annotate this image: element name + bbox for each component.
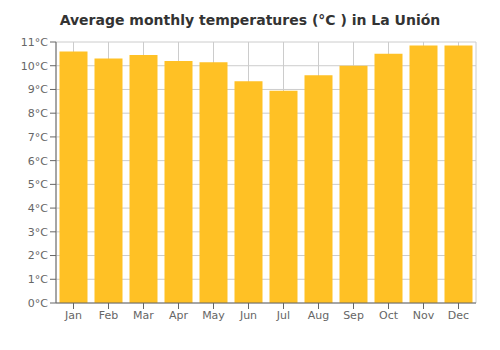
svg-text:Jan: Jan bbox=[64, 309, 82, 322]
svg-text:Jun: Jun bbox=[239, 309, 257, 322]
svg-text:6°C: 6°C bbox=[28, 155, 48, 168]
svg-text:Nov: Nov bbox=[413, 309, 435, 322]
svg-text:5°C: 5°C bbox=[28, 178, 48, 191]
svg-text:Oct: Oct bbox=[379, 309, 399, 322]
svg-text:Apr: Apr bbox=[169, 309, 189, 322]
html-text:Average monthly temperatures (: Average monthly temperatures (°C ) in La… bbox=[59, 12, 441, 28]
svg-text:3°C: 3°C bbox=[28, 226, 48, 239]
svg-text:Aug: Aug bbox=[308, 309, 329, 322]
svg-text:Feb: Feb bbox=[99, 309, 118, 322]
svg-text:4°C: 4°C bbox=[28, 202, 48, 215]
svg-text:Mar: Mar bbox=[133, 309, 154, 322]
svg-text:Dec: Dec bbox=[448, 309, 469, 322]
svg-text:11°C: 11°C bbox=[21, 36, 48, 49]
svg-text:10°C: 10°C bbox=[21, 60, 48, 73]
svg-text:May: May bbox=[202, 309, 225, 322]
svg-text:0°C: 0°C bbox=[28, 297, 48, 310]
svg-text:8°C: 8°C bbox=[28, 107, 48, 120]
svg-text:2°C: 2°C bbox=[28, 249, 48, 262]
svg-text:1°C: 1°C bbox=[28, 273, 48, 286]
svg-text:7°C: 7°C bbox=[28, 131, 48, 144]
svg-text:Sep: Sep bbox=[343, 309, 364, 322]
svg-text:9°C: 9°C bbox=[28, 83, 48, 96]
svg-text:Jul: Jul bbox=[276, 309, 290, 322]
